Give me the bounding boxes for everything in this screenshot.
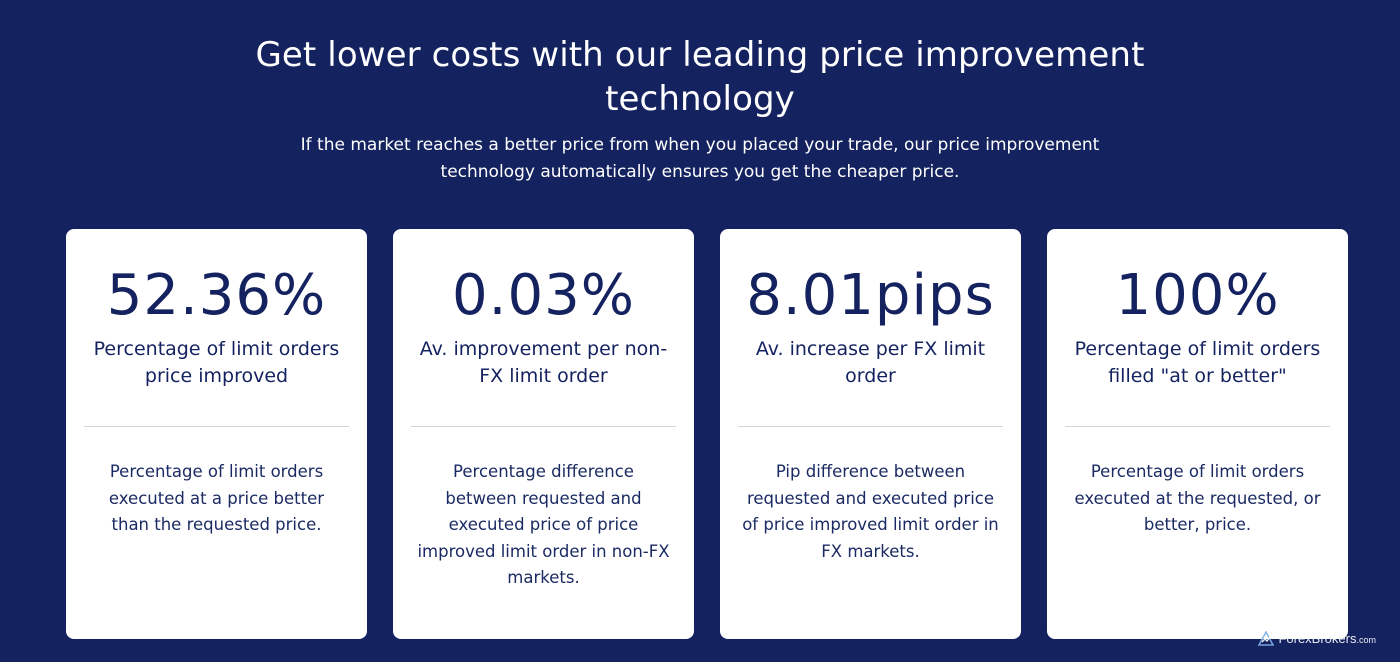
stat-description-line: Percentage of limit orders <box>1090 462 1305 481</box>
stat-description-line: Percentage of limit orders <box>109 462 324 481</box>
stat-label: Av. improvement per non- FX limit order <box>405 336 682 390</box>
card-divider <box>411 426 676 427</box>
stat-label: Percentage of limit orders price improve… <box>78 336 355 390</box>
stat-label-line: Av. increase per FX limit <box>755 338 986 360</box>
stat-label-line: FX limit order <box>479 365 608 387</box>
stat-description-line: FX markets. <box>821 541 920 561</box>
stat-description: Percentage of limit orders executed at a… <box>78 459 355 539</box>
stat-description-line: executed at the requested, or <box>1074 488 1321 508</box>
stat-label-line: Av. improvement per non- <box>419 338 668 360</box>
stat-label-line: price improved <box>144 365 289 387</box>
forexbrokers-watermark: ForexBrokers.com <box>1258 630 1376 648</box>
stat-value: 52.36% <box>106 263 327 328</box>
stat-description-line: better, price. <box>1143 515 1252 534</box>
page-title: Get lower costs with our leading price i… <box>0 33 1400 121</box>
card-divider <box>1065 426 1330 427</box>
stat-description-line: markets. <box>507 568 580 587</box>
stat-description-line: improved limit order in non-FX <box>417 541 670 561</box>
stat-value: 100% <box>1115 263 1280 328</box>
stat-description-line: between requested and <box>445 488 642 508</box>
watermark-brand: ForexBrokers <box>1278 630 1357 646</box>
stat-description-line: of price improved limit order in <box>742 515 999 534</box>
stat-card-fx-pips-increase: 8.01pips Av. increase per FX limit order… <box>720 229 1021 639</box>
stat-label-line: order <box>845 365 896 387</box>
stat-description-line: Percentage difference <box>453 462 634 481</box>
card-divider <box>738 426 1003 427</box>
stat-description-line: executed at a price better <box>108 488 325 508</box>
stats-cards: 52.36% Percentage of limit orders price … <box>66 229 1348 639</box>
stat-label-line: filled "at or better" <box>1108 365 1287 387</box>
stat-value: 0.03% <box>452 263 635 328</box>
stat-card-filled-at-or-better: 100% Percentage of limit orders filled "… <box>1047 229 1348 639</box>
stat-label-line: Percentage of limit orders <box>1074 338 1321 360</box>
page-title-line-1: Get lower costs with our leading price i… <box>255 35 1145 75</box>
card-divider <box>84 426 349 427</box>
stat-description-line: than the requested price. <box>111 515 322 534</box>
stat-card-non-fx-improvement: 0.03% Av. improvement per non- FX limit … <box>393 229 694 639</box>
page-subtitle-line-1: If the market reaches a better price fro… <box>300 135 1100 155</box>
stat-label-line: Percentage of limit orders <box>93 338 340 360</box>
stat-card-limit-orders-improved: 52.36% Percentage of limit orders price … <box>66 229 367 639</box>
stat-description-line: Pip difference between <box>775 462 966 481</box>
stat-description: Percentage difference between requested … <box>405 459 682 592</box>
stat-label: Percentage of limit orders filled "at or… <box>1059 336 1336 390</box>
stat-description-line: executed price of price <box>448 515 639 534</box>
page-title-line-2: technology <box>605 79 795 119</box>
stat-label: Av. increase per FX limit order <box>732 336 1009 390</box>
page-subtitle-line-2: technology automatically ensures you get… <box>440 162 960 182</box>
stat-value: 8.01pips <box>746 263 995 328</box>
stat-description: Percentage of limit orders executed at t… <box>1059 459 1336 539</box>
forexbrokers-logo-icon <box>1258 631 1275 647</box>
watermark-suffix: .com <box>1356 634 1376 645</box>
stat-description: Pip difference between requested and exe… <box>732 459 1009 565</box>
page-subtitle: If the market reaches a better price fro… <box>0 132 1400 186</box>
watermark-text: ForexBrokers.com <box>1278 630 1376 649</box>
stat-description-line: requested and executed price <box>746 488 995 508</box>
